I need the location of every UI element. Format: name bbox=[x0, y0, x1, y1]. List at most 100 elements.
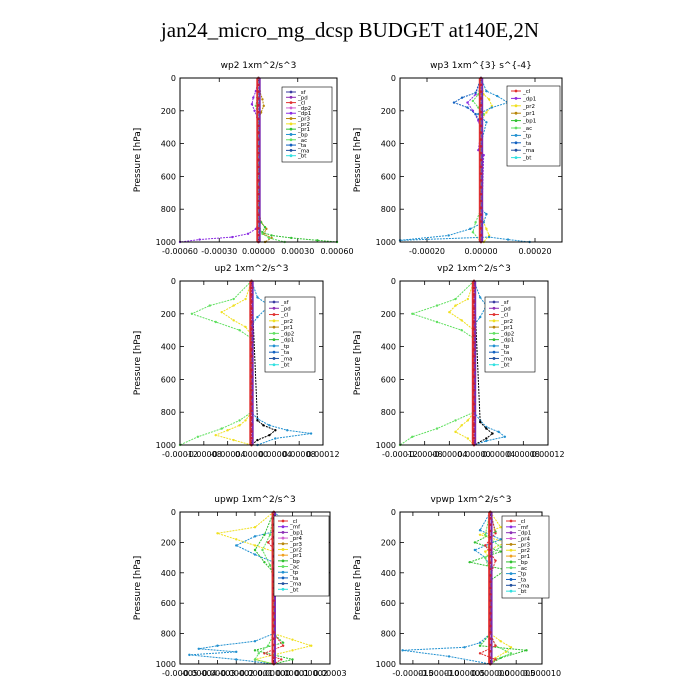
zero-profile-marker bbox=[489, 618, 492, 621]
zero-profile-marker bbox=[472, 375, 476, 378]
legend-marker bbox=[281, 565, 285, 568]
legend-entry: _bt bbox=[297, 154, 307, 160]
plot-frame bbox=[399, 77, 563, 243]
zero-profile-marker bbox=[472, 334, 476, 337]
legend-entry: _bp bbox=[297, 132, 308, 138]
y-tick-label: 400 bbox=[381, 569, 396, 578]
x-tick-label: 0.00012 bbox=[531, 450, 564, 459]
legend-entry: _ta bbox=[297, 143, 306, 149]
plot-frame bbox=[179, 511, 331, 665]
series-point-pr1 bbox=[263, 226, 267, 229]
x-tick-label: -0.00012 bbox=[382, 450, 418, 459]
legend-entry: _pr1 bbox=[522, 111, 535, 117]
panel-1: wp2 1xm^2/s^3 Pressure [hPa] 0 200 400 600 800… bbox=[133, 61, 354, 256]
series-point-dp2 bbox=[454, 297, 457, 301]
zero-profile-marker bbox=[257, 117, 260, 121]
zero-profile-marker bbox=[250, 320, 253, 324]
series-point-tp bbox=[256, 417, 259, 420]
zero-profile-marker bbox=[472, 361, 476, 365]
x-tick-label: 0.00000 bbox=[242, 247, 275, 256]
zero-profile-marker bbox=[257, 233, 260, 237]
x-tick-label: 0.000010 bbox=[523, 669, 561, 678]
series-point-dp2 bbox=[214, 320, 217, 324]
zero-profile-marker bbox=[257, 83, 260, 87]
legend-marker bbox=[289, 117, 293, 120]
zero-profile-marker bbox=[489, 548, 492, 552]
series-point-ac bbox=[256, 438, 259, 442]
zero-profile-marker bbox=[472, 327, 476, 331]
zero-profile-marker bbox=[250, 436, 253, 440]
series-point-tp bbox=[485, 439, 488, 443]
series-point-pr2 bbox=[485, 227, 488, 231]
zero-profile-marker bbox=[479, 104, 483, 107]
series-point-ac bbox=[268, 433, 271, 437]
series-point-pr2 bbox=[310, 644, 313, 647]
figure-title: jan24_micro_mg_dcsp BUDGET at140E,2N bbox=[160, 18, 540, 42]
legend-marker bbox=[281, 559, 285, 563]
zero-profile-marker bbox=[472, 423, 476, 426]
series-point-tp bbox=[401, 649, 404, 652]
series-point-pr2 bbox=[291, 638, 294, 641]
y-tick-label: 200 bbox=[161, 538, 176, 547]
zero-profile-marker bbox=[479, 165, 483, 169]
zero-profile-marker bbox=[479, 213, 483, 216]
series-point-dp1 bbox=[253, 109, 256, 113]
zero-profile-marker bbox=[489, 529, 492, 533]
legend-entry: _pr2 bbox=[500, 319, 513, 325]
y-tick-label: 0 bbox=[391, 277, 396, 286]
x-tick-label: 0.00008 bbox=[283, 450, 316, 459]
zero-profile-marker bbox=[472, 368, 476, 372]
panel-3: up2 1xm^2/s^3 Pressure [hPa] 0 200 400 600 800… bbox=[133, 264, 340, 459]
series-point-ac bbox=[268, 533, 272, 536]
series-point-pr2 bbox=[214, 433, 217, 437]
legend-entry: _pr1 bbox=[500, 325, 513, 331]
legend-entry: _ma bbox=[297, 148, 309, 154]
series-point-bp bbox=[263, 533, 266, 536]
panel-title: upwp 1xm^2/s^3 bbox=[214, 495, 295, 505]
legend-entry: _ta bbox=[289, 576, 298, 582]
legend: _sf_pd_cl_dp2_dp1_pr3_pr2_pr1_bp_ac_ta_m… bbox=[281, 86, 333, 163]
series-point-ac bbox=[256, 419, 259, 422]
x-tick-label: 0.00060 bbox=[320, 247, 353, 256]
legend-entry: _bt bbox=[289, 587, 299, 593]
legend-entry: _dp2 bbox=[297, 106, 311, 112]
zero-profile-marker bbox=[257, 213, 260, 216]
zero-profile-marker bbox=[479, 90, 483, 93]
legend-entry: _pr3 bbox=[289, 542, 303, 548]
zero-profile-marker bbox=[257, 131, 260, 134]
series-point-dp2 bbox=[232, 297, 235, 301]
x-tick-label: 0.00000 bbox=[257, 669, 290, 678]
legend-entry: _pr3 bbox=[297, 117, 311, 123]
x-tick-label: -0.00060 bbox=[162, 247, 198, 256]
zero-profile-marker bbox=[250, 389, 253, 392]
zero-profile-marker bbox=[479, 83, 483, 87]
y-tick-label: 600 bbox=[381, 599, 396, 608]
series-point-cl bbox=[494, 532, 497, 535]
zero-profile-marker bbox=[250, 368, 253, 372]
zero-profile-marker bbox=[250, 416, 253, 419]
x-tick-label: 0.00004 bbox=[482, 450, 515, 459]
zero-profile-marker bbox=[479, 206, 483, 210]
x-tick-label: 0.00000 bbox=[235, 450, 268, 459]
y-tick-label: 600 bbox=[161, 172, 176, 181]
x-tick-label: -0.000010 bbox=[418, 669, 459, 678]
zero-profile-marker bbox=[472, 286, 476, 290]
y-tick-label: 1000 bbox=[156, 441, 176, 450]
series-line-pr2 bbox=[448, 280, 475, 446]
legend-entry: _pr1 bbox=[289, 553, 302, 559]
x-tick-label: -0.00004 bbox=[431, 450, 467, 459]
panel-2: wp3 1xm^{3} s^{-4} Pressure [hPa] 0 200 400 6… bbox=[353, 61, 563, 256]
zero-profile-marker bbox=[489, 586, 492, 590]
zero-profile-marker bbox=[489, 580, 492, 583]
zero-profile-marker bbox=[479, 192, 483, 196]
zero-profile-marker bbox=[479, 110, 483, 114]
series-line-dp1 bbox=[179, 77, 259, 243]
series-point-ac bbox=[491, 432, 494, 435]
y-tick-label: 800 bbox=[161, 408, 176, 417]
series-point-pr2 bbox=[235, 538, 238, 541]
legend-entry: _ta bbox=[517, 577, 526, 583]
y-tick-label: 600 bbox=[161, 599, 176, 608]
series-point-cl bbox=[494, 658, 497, 661]
series-line-ac bbox=[473, 280, 494, 446]
series-point-dp1 bbox=[198, 238, 201, 241]
